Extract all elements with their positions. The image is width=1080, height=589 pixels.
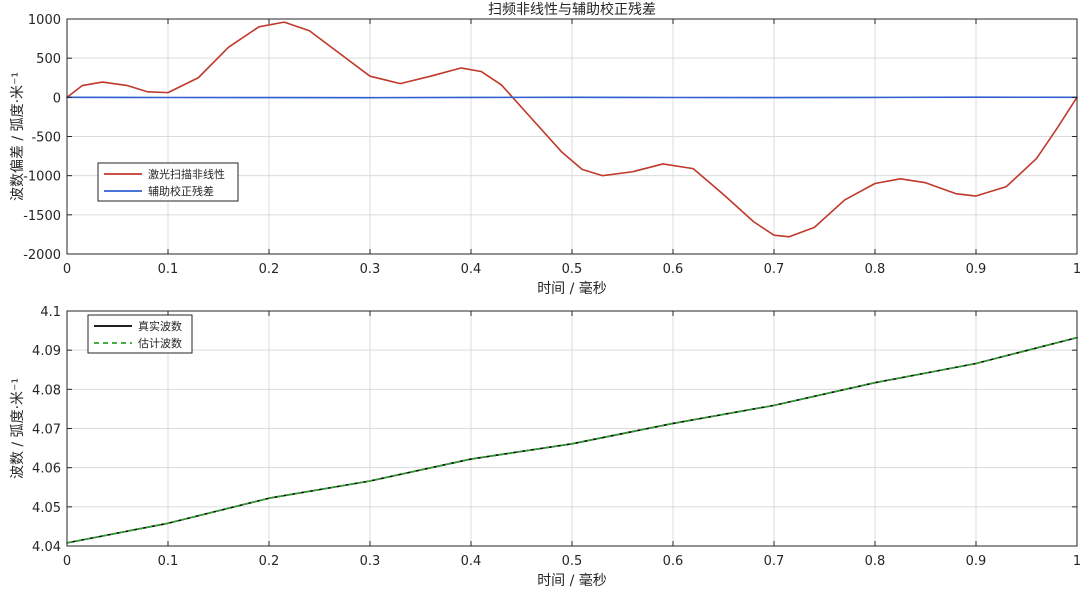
x-tick-label: 0.6 bbox=[663, 554, 684, 569]
y-tick-label: -2000 bbox=[23, 248, 61, 263]
x-tick-label: 0.5 bbox=[562, 262, 583, 277]
series-line-1 bbox=[66, 21, 1078, 238]
x-tick-label: 0.2 bbox=[259, 554, 280, 569]
x-axis-label: 时间 / 毫秒 bbox=[537, 572, 607, 589]
x-tick-label: 0 bbox=[63, 554, 71, 569]
y-tick-label: 4.04 bbox=[32, 540, 61, 555]
x-tick-label: 0.1 bbox=[158, 262, 179, 277]
x-tick-label: 0.7 bbox=[764, 262, 785, 277]
y-tick-label: 4.06 bbox=[32, 462, 61, 477]
legend-label-1: 激光扫描非线性 bbox=[148, 167, 225, 181]
x-tick-label: 0.2 bbox=[259, 262, 280, 277]
x-tick-label: 0.4 bbox=[461, 262, 482, 277]
x-tick-label: 0.3 bbox=[360, 262, 381, 277]
series-line-2 bbox=[66, 336, 1078, 544]
y-tick-label: 4.07 bbox=[32, 423, 61, 438]
legend-box bbox=[87, 314, 193, 354]
y-tick-label: 4.05 bbox=[32, 501, 61, 516]
y-tick-label: 0 bbox=[53, 91, 61, 106]
y-tick-label: 4.09 bbox=[32, 344, 61, 359]
legend-label-2: 估计波数 bbox=[138, 337, 182, 350]
x-tick-label: 0.8 bbox=[865, 262, 886, 277]
y-tick-label: 500 bbox=[36, 52, 61, 67]
x-tick-label: 0.8 bbox=[865, 554, 886, 569]
x-tick-label: 0.9 bbox=[966, 554, 987, 569]
y-tick-label: -1500 bbox=[23, 209, 61, 224]
chart-title: 扫频非线性与辅助校正残差 bbox=[488, 1, 656, 18]
y-tick-label: 1000 bbox=[28, 13, 61, 28]
x-tick-label: 0.7 bbox=[764, 554, 785, 569]
y-tick-label: 4.1 bbox=[40, 305, 61, 320]
y-tick-label: 4.08 bbox=[32, 383, 61, 398]
y-tick-label: -500 bbox=[31, 131, 61, 146]
y-axis-label: 波数偏差 / 弧度·米⁻¹ bbox=[10, 72, 26, 201]
x-tick-label: 0.4 bbox=[461, 554, 482, 569]
legend-label-1: 真实波数 bbox=[138, 319, 182, 333]
x-tick-label: 1 bbox=[1073, 554, 1080, 569]
legend-label-2: 辅助校正残差 bbox=[148, 184, 214, 198]
legend-box bbox=[97, 162, 239, 202]
chart-1: 0 0.1 0.2 0.3 0.4 0.5 0.6 0.7 0.8 0.9 1 -2000 -1500 -… bbox=[10, 1, 1080, 297]
x-tick-label: 0.1 bbox=[158, 554, 179, 569]
y-axis-label: 波数 / 弧度·米⁻¹ bbox=[10, 378, 26, 479]
y-tick-label: -1000 bbox=[23, 170, 61, 185]
x-tick-label: 0.9 bbox=[966, 262, 987, 277]
x-tick-label: 0 bbox=[63, 262, 71, 277]
x-tick-label: 0.5 bbox=[562, 554, 583, 569]
x-tick-label: 0.6 bbox=[663, 262, 684, 277]
x-axis-label: 时间 / 毫秒 bbox=[537, 280, 607, 297]
chart-2: 0 0.1 0.2 0.3 0.4 0.5 0.6 0.7 0.8 0.9 1 4.04 4.05 4.0… bbox=[10, 305, 1080, 589]
x-tick-label: 0.3 bbox=[360, 554, 381, 569]
x-tick-label: 1 bbox=[1073, 262, 1080, 277]
